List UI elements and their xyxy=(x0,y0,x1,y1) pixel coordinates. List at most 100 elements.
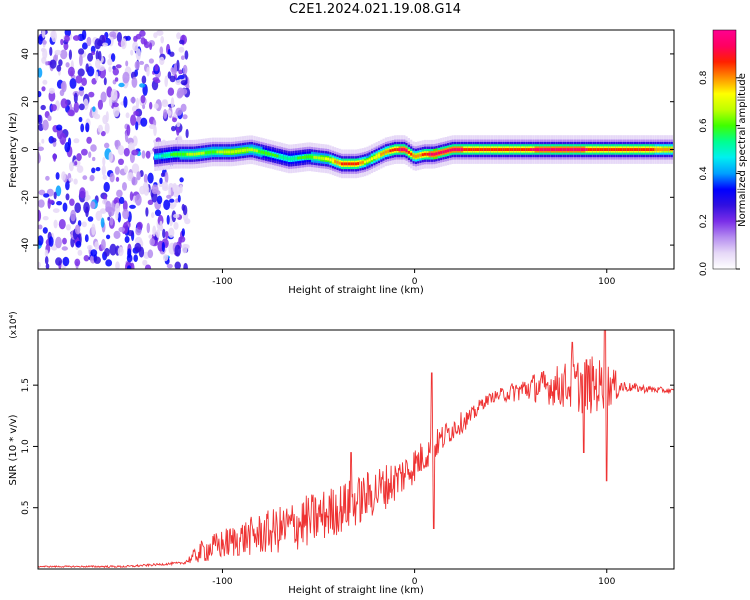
ridge-cell xyxy=(329,158,332,162)
ridge-cell xyxy=(299,156,302,160)
noise-blob xyxy=(120,38,127,50)
ridge-cell xyxy=(633,148,636,151)
noise-blob xyxy=(97,99,103,110)
ridge-cell xyxy=(239,149,242,153)
noise-blob xyxy=(74,224,81,235)
ridge-cell xyxy=(364,160,367,164)
noise-blob xyxy=(118,82,125,88)
noise-blob xyxy=(92,156,96,162)
noise-blob xyxy=(110,88,118,101)
ridge-cell xyxy=(350,162,353,166)
noise-blob xyxy=(172,117,177,123)
ridge-cell xyxy=(490,148,493,151)
noise-blob xyxy=(41,138,45,144)
noise-blob xyxy=(102,156,106,166)
ridge-cell xyxy=(578,148,581,151)
ridge-cell xyxy=(246,148,249,152)
colorbar-tick-label: 0.4 xyxy=(699,166,709,181)
noise-blob xyxy=(130,114,137,126)
ridge-cell xyxy=(359,161,362,165)
noise-blob xyxy=(86,36,92,47)
noise-blob xyxy=(104,122,110,134)
noise-blob xyxy=(118,158,124,165)
noise-blob xyxy=(59,132,67,145)
ridge-cell xyxy=(654,148,657,151)
noise-blob xyxy=(51,30,57,43)
noise-blob xyxy=(116,32,122,43)
ridge-cell xyxy=(322,157,325,160)
noise-blob xyxy=(153,103,159,109)
ridge-cell xyxy=(424,152,427,156)
ridge-cell xyxy=(198,152,201,156)
noise-blob xyxy=(78,48,85,55)
ridge-cell xyxy=(435,152,438,156)
ridge-cell xyxy=(456,148,459,151)
ridge-cell xyxy=(170,153,173,157)
ridge-cell xyxy=(659,148,662,151)
noise-blob xyxy=(75,75,83,84)
ridge-cell xyxy=(481,148,484,151)
ridge-cell xyxy=(594,148,597,151)
noise-blob xyxy=(125,112,130,119)
noise-blob xyxy=(38,199,45,208)
ridge-cell xyxy=(502,148,505,151)
noise-blob xyxy=(67,66,75,77)
ridge-cell xyxy=(543,148,547,151)
noise-blob xyxy=(77,249,83,256)
ridge-cell xyxy=(228,150,231,154)
noise-blob xyxy=(141,150,146,159)
colorbar-tick-label: 0.2 xyxy=(699,214,709,228)
noise-blob xyxy=(49,46,53,57)
noise-blob xyxy=(109,243,117,256)
ridge-cell xyxy=(181,152,185,156)
noise-blob xyxy=(127,265,132,269)
noise-blob xyxy=(85,63,89,73)
ridge-cell xyxy=(449,148,452,152)
noise-blob xyxy=(50,104,57,112)
ridge-cell xyxy=(539,148,542,151)
noise-blob xyxy=(55,172,60,180)
ridge-cell xyxy=(258,150,261,153)
noise-blob xyxy=(40,104,46,111)
noise-blob xyxy=(105,200,112,213)
colorbar-tick-label: 0.8 xyxy=(699,70,709,85)
snr-panel: -100 0 100 0.5 1.0 1.5 Height of straight lin… xyxy=(8,311,675,596)
noise-blob xyxy=(42,216,49,221)
noise-blob xyxy=(38,235,44,246)
noise-blob xyxy=(176,126,180,136)
noise-blob xyxy=(162,254,169,262)
noise-blob xyxy=(42,119,49,131)
ridge-cell xyxy=(304,155,307,159)
noise-blob xyxy=(135,97,140,110)
noise-blob xyxy=(140,94,146,104)
noise-blob xyxy=(74,161,78,166)
noise-blob xyxy=(78,86,85,91)
ridge-cell xyxy=(454,148,457,151)
spectrogram-xlabel: Height of straight line (km) xyxy=(288,285,424,296)
ridge-cell xyxy=(354,162,357,166)
noise-blob xyxy=(38,91,42,98)
ridge-cell xyxy=(585,148,588,151)
noise-blob xyxy=(109,217,114,226)
noise-blob xyxy=(167,87,175,96)
noise-blob xyxy=(78,116,83,123)
ridge-cell xyxy=(271,153,274,157)
ridge-cell xyxy=(338,161,341,165)
noise-blob xyxy=(131,176,138,186)
noise-blob xyxy=(166,214,170,225)
x-tick-label: -100 xyxy=(212,277,233,287)
ridge-cell xyxy=(546,148,549,151)
ridge-cell xyxy=(624,148,627,151)
ridge-cell xyxy=(419,153,422,157)
ridge-cell xyxy=(463,148,466,151)
ridge-cell xyxy=(613,148,616,151)
noise-blob xyxy=(55,257,63,266)
ridge-cell xyxy=(523,148,526,151)
spectrogram-panel: -100 0 100 -40 -20 0 20 40 Height of straight l… xyxy=(8,29,675,296)
ridge-cell xyxy=(562,148,565,151)
ridge-cell xyxy=(486,148,489,151)
ridge-cell xyxy=(334,160,337,163)
noise-blob xyxy=(165,231,169,239)
ridge-cell xyxy=(154,155,157,159)
ridge-cell xyxy=(331,159,334,163)
